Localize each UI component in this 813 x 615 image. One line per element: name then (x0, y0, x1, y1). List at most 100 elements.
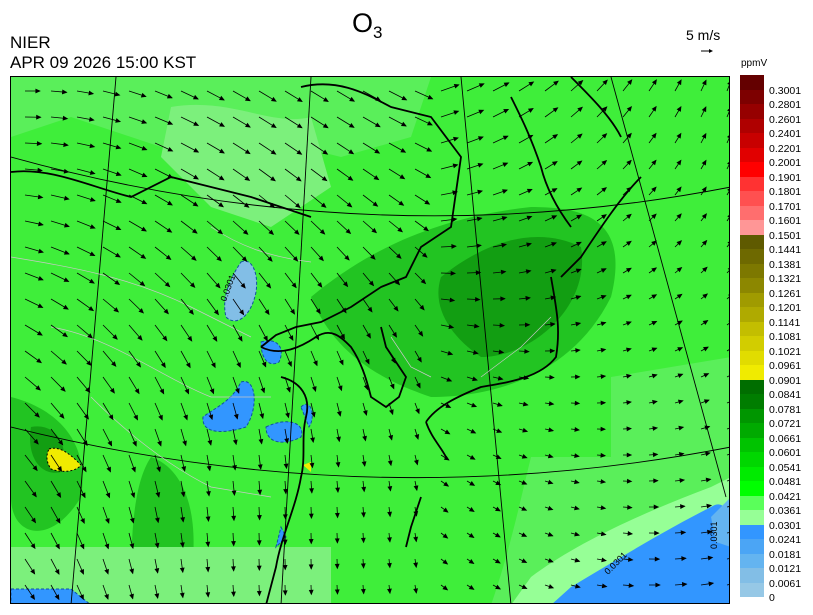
wind-arrowhead (424, 199, 431, 205)
wind-arrowhead (551, 242, 557, 247)
wind-arrowhead (215, 282, 221, 289)
wind-arrowhead (282, 514, 288, 520)
wind-arrowhead (575, 295, 582, 300)
colorbar-label: 0.0961 (769, 360, 802, 372)
wind-arrowhead (88, 306, 95, 312)
concentration-field (11, 77, 729, 603)
wind-arrowhead (523, 375, 530, 381)
wind-arrowhead (521, 454, 528, 459)
wind-arrowhead (702, 266, 708, 273)
wind-arrowhead (308, 513, 314, 520)
coastlines (11, 77, 642, 603)
wind-arrowhead (217, 229, 224, 235)
wind-arrowhead (163, 308, 169, 315)
wind-arrowhead (677, 399, 684, 405)
wind-arrowhead (207, 440, 213, 446)
wind-arrowhead (105, 492, 111, 499)
wind-arrowhead (374, 122, 381, 128)
wind-arrowhead (601, 106, 608, 112)
wind-arrowhead (89, 170, 96, 175)
wind-arrowhead (310, 411, 316, 418)
wind-arrowhead (676, 159, 682, 166)
wind-arrowhead (183, 414, 188, 421)
wind-arrowhead (191, 228, 198, 234)
wind-arrowhead (36, 114, 42, 120)
colorbar-swatch (740, 553, 764, 568)
wind-arrowhead (344, 255, 350, 261)
wind-arrowhead (496, 402, 503, 407)
wind-arrowhead (600, 294, 607, 300)
wind-arrowhead (236, 362, 241, 368)
wind-arrowhead (179, 592, 185, 599)
wind-arrowhead (548, 584, 555, 589)
wind-arrowhead (270, 176, 276, 182)
wind-arrowhead (651, 240, 657, 246)
wind-arrowhead (651, 79, 657, 85)
wind-arrowhead (601, 160, 608, 166)
wind-arrowhead (167, 120, 174, 125)
wind-arrowhead (387, 511, 392, 518)
wind-arrowhead (701, 79, 707, 86)
colorbar-label: 0.1601 (769, 215, 802, 227)
wind-arrowhead (445, 403, 452, 408)
wind-arrowhead (267, 256, 273, 262)
wind-arrowhead (264, 309, 270, 316)
wind-arrowhead (525, 269, 532, 274)
wind-arrowhead (728, 294, 729, 296)
wind-arrowhead (728, 320, 729, 322)
wind-arrowhead (218, 175, 225, 181)
wind-arrowhead (38, 221, 44, 227)
wind-arrowhead (626, 132, 632, 139)
wind-arrowhead (257, 489, 263, 496)
wind-arrowhead (231, 540, 236, 547)
wind-arrowhead (574, 557, 581, 563)
wind-arrowhead (244, 175, 251, 181)
map-canvas: 0.0301 0.0301 0.0301 (11, 77, 729, 603)
wind-arrowhead (37, 167, 43, 173)
wind-arrowhead (258, 438, 264, 445)
wind-arrowhead (425, 173, 432, 179)
wind-arrowhead (471, 402, 478, 408)
wind-arrowhead (676, 132, 682, 139)
wind-arrowhead (727, 215, 729, 218)
wind-arrowhead (216, 255, 222, 262)
colorbar-swatch (740, 437, 764, 452)
colorbar-unit: ppmV (741, 58, 768, 69)
wind-arrowhead (63, 277, 70, 282)
wind-arrowhead (495, 584, 502, 590)
wind-arrowhead (470, 428, 477, 434)
wind-arrowhead (655, 582, 661, 588)
wind-arrowhead (140, 253, 147, 259)
colorbar-swatch (740, 89, 764, 104)
wind-arrowhead (550, 295, 557, 301)
wind-arrowhead (260, 387, 266, 394)
wind-arrowhead (400, 147, 407, 153)
wind-arrowhead (521, 506, 528, 511)
wind-arrowhead (189, 282, 196, 288)
wind-arrowhead (361, 486, 367, 493)
wind-arrowhead (547, 479, 554, 485)
colorbar-label: 0.3001 (769, 84, 802, 97)
wind-arrowhead (268, 229, 274, 236)
wind-arrow (726, 296, 729, 300)
wind-arrowhead (154, 517, 160, 524)
wind-arrowhead (54, 569, 60, 575)
wind-arrowhead (394, 279, 401, 286)
wind-arrowhead (653, 478, 659, 484)
colorbar-swatch (740, 365, 764, 380)
colorbar-label: 0.0841 (769, 389, 802, 401)
wind-arrowhead (35, 385, 41, 391)
wind-arrowhead (676, 266, 683, 273)
wind-arrowhead (349, 96, 356, 102)
wind-arrowhead (193, 121, 200, 126)
wind-arrowhead (574, 531, 581, 537)
wind-arrowhead (288, 335, 294, 341)
colorbar-label: 0.1261 (769, 287, 802, 300)
wind-arrowhead (702, 319, 709, 325)
colorbar-label: 0.1081 (769, 331, 802, 343)
wind-arrowhead (469, 481, 476, 486)
wind-arrowhead (62, 304, 69, 310)
wind-arrowhead (600, 268, 607, 273)
wind-arrowhead (338, 359, 344, 366)
wind-arrowhead (600, 426, 606, 432)
